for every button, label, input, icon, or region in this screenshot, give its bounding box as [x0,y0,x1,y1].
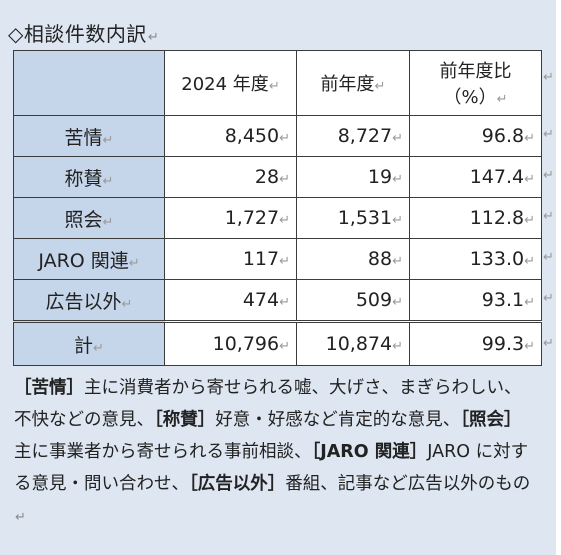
definition-non-ad: 番組、記事など広告以外のもの [285,474,531,494]
column-header-previous-year: 前年度↵ [296,50,410,116]
total-ratio: 99.3↵ [409,320,542,366]
cell-current: 28↵ [164,156,297,198]
paragraph-mark-icon: ↵ [279,172,290,187]
cell-ratio: 112.8↵ [409,197,542,239]
definition-inquiry: 主に事業者から寄せられる事前相談、 [14,442,312,462]
consultation-table: 2024 年度↵ 前年度↵ 前年度比 （%）↵ 苦情↵ 8,450↵ 8,727↵… [13,50,542,366]
paragraph-mark-icon: ↵ [279,131,290,146]
term-inquiry: ［照会］ [460,410,522,430]
paragraph-mark-icon: ↵ [93,340,104,356]
paragraph-mark-icon: ↵ [268,79,280,94]
paragraph-mark-icon: ↵ [392,131,403,146]
paragraph-mark-icon: ↵ [524,131,535,146]
cell-previous: 88↵ [296,238,410,280]
paragraph-mark-icon: ↵ [15,510,26,525]
column-header-current-year: 2024 年度↵ [164,50,297,116]
row-label: 広告以外↵ [13,279,165,322]
paragraph-mark-icon: ↵ [496,92,508,107]
cell-current: 1,727↵ [164,197,297,239]
corner-cell [13,50,165,116]
table-header-row: 2024 年度↵ 前年度↵ 前年度比 （%）↵ [13,50,542,116]
paragraph-mark-icon: ↵ [392,254,403,269]
paragraph-mark-icon: ↵ [374,79,386,94]
paragraph-mark-icon: ↵ [102,132,114,148]
row-label: JARO 関連↵ [13,238,165,280]
paragraph-mark-icon: ↵ [524,339,535,354]
table-row: JARO 関連↵ 117↵ 88↵ 133.0↵ [13,238,542,280]
paragraph-mark-icon: ↵ [279,254,290,269]
definition-jaro: JARO に対する意見・問い合わせ、 [14,442,529,494]
cell-previous: 1,531↵ [296,197,410,239]
section-heading: ◇相談件数内訳↵ [8,18,159,47]
row-label: 称賛↵ [13,156,165,198]
paragraph-mark-icon: ↵ [543,70,554,85]
cell-current: 117↵ [164,238,297,280]
table-total-row: 計↵ 10,796↵ 10,874↵ 99.3↵ [13,320,542,366]
table-row: 照会↵ 1,727↵ 1,531↵ 112.8↵ [13,197,542,239]
row-label: 苦情↵ [13,115,165,157]
cell-previous: 8,727↵ [296,115,410,157]
cell-current: 474↵ [164,279,297,322]
cell-ratio: 133.0↵ [409,238,542,280]
column-header-ratio: 前年度比 （%）↵ [409,50,542,116]
paragraph-mark-icon: ↵ [392,295,403,310]
paragraph-mark-icon: ↵ [279,295,290,310]
paragraph-mark-icon: ↵ [543,127,554,142]
total-current: 10,796↵ [164,320,297,366]
cell-previous: 509↵ [296,279,410,322]
cell-ratio: 96.8↵ [409,115,542,157]
cell-previous: 19↵ [296,156,410,198]
term-non-ad: ［広告以外］ [189,474,286,494]
paragraph-mark-icon: ↵ [121,296,133,312]
cell-ratio: 93.1↵ [409,279,542,322]
table-row: 広告以外↵ 474↵ 509↵ 93.1↵ [13,279,542,322]
cell-ratio: 147.4↵ [409,156,542,198]
paragraph-mark-icon: ↵ [524,172,535,187]
table-row: 苦情↵ 8,450↵ 8,727↵ 96.8↵ [13,115,542,157]
paragraph-mark-icon: ↵ [543,291,554,306]
paragraph-mark-icon: ↵ [392,213,403,228]
paragraph-mark-icon: ↵ [147,30,160,45]
paragraph-mark-icon: ↵ [392,172,403,187]
total-label: 計↵ [13,320,165,366]
definition-praise: 好意・好感など肯定的な意見、 [215,410,461,430]
table-row: 称賛↵ 28↵ 19↵ 147.4↵ [13,156,542,198]
cell-current: 8,450↵ [164,115,297,157]
paragraph-mark-icon: ↵ [102,214,114,230]
term-complaint: ［苦情］ [14,378,84,398]
paragraph-mark-icon: ↵ [543,336,554,351]
definition-complaint: 主に消費者から寄せられる嘘、大げさ、まぎらわしい、不快などの意見、 [14,378,522,430]
paragraph-mark-icon: ↵ [543,209,554,224]
term-praise: ［称賛］ [154,410,216,430]
paragraph-mark-icon: ↵ [392,339,403,354]
row-label: 照会↵ [13,197,165,239]
paragraph-mark-icon: ↵ [543,250,554,265]
heading-text: ◇相談件数内訳 [8,22,147,46]
paragraph-mark-icon: ↵ [524,254,535,269]
paragraph-mark-icon: ↵ [524,295,535,310]
definitions-note: ［苦情］主に消費者から寄せられる嘘、大げさ、まぎらわしい、不快などの意見、［称賛… [14,372,534,534]
paragraph-mark-icon: ↵ [279,339,290,354]
paragraph-mark-icon: ↵ [543,168,554,183]
paragraph-mark-icon: ↵ [279,213,290,228]
paragraph-mark-icon: ↵ [102,173,114,189]
term-jaro: ［JARO 関連］ [311,442,428,462]
paragraph-mark-icon: ↵ [524,213,535,228]
paragraph-mark-icon: ↵ [128,255,140,271]
total-previous: 10,874↵ [296,320,410,366]
